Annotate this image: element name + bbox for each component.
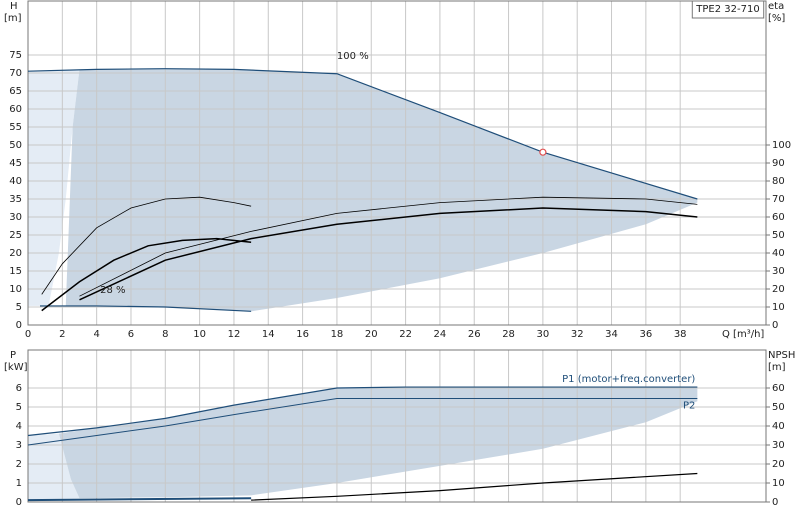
y2-tick-label: 100 — [772, 140, 791, 151]
operating-area — [65, 68, 698, 312]
y2-tick-label: 90 — [772, 158, 785, 169]
x-axis-label: Q [m³/h] — [722, 329, 764, 340]
y-tick-label: 35 — [9, 194, 22, 205]
y-tick-label: 5 — [16, 402, 22, 413]
y2-tick-label: 10 — [772, 478, 785, 489]
y-tick-label: 65 — [9, 86, 22, 97]
x-tick-label: 36 — [639, 329, 652, 340]
x-tick-label: 16 — [296, 329, 309, 340]
y2-tick-label: 40 — [772, 248, 785, 259]
x-tick-label: 32 — [571, 329, 584, 340]
y-tick-label: 4 — [16, 421, 22, 432]
y2-tick-label: 0 — [772, 497, 778, 508]
curve — [27, 68, 698, 200]
x-tick-label: 14 — [262, 329, 275, 340]
y-tick-label: 5 — [16, 302, 22, 313]
y-tick-label: 1 — [16, 478, 22, 489]
y2-tick-label: 0 — [772, 320, 778, 331]
curve — [27, 386, 698, 437]
x-tick-label: 6 — [128, 329, 134, 340]
x-tick-label: 4 — [93, 329, 99, 340]
y-tick-label: 2 — [16, 459, 22, 470]
operating-area — [58, 387, 698, 499]
y2-tick-label: 70 — [772, 194, 785, 205]
x-tick-label: 0 — [25, 329, 31, 340]
curve — [27, 497, 252, 502]
curve — [40, 305, 252, 312]
y2-tick-label: 60 — [772, 383, 785, 394]
y-tick-label: 6 — [16, 383, 22, 394]
y2-tick-label: 30 — [772, 440, 785, 451]
y-tick-label: 45 — [9, 158, 22, 169]
x-tick-label: 34 — [605, 329, 618, 340]
curve-label: P1 (motor+freq.converter) — [562, 374, 695, 385]
curve — [41, 237, 252, 312]
y-axis-unit: [m] — [4, 13, 22, 24]
annotation: 28 % — [100, 285, 125, 296]
y2-axis-unit: [%] — [768, 13, 785, 24]
x-tick-label: 38 — [674, 329, 687, 340]
x-tick-label: 30 — [537, 329, 550, 340]
y-tick-label: 55 — [9, 122, 22, 133]
y-tick-label: 75 — [9, 50, 22, 61]
x-tick-label: 18 — [331, 329, 344, 340]
x-tick-label: 2 — [59, 329, 65, 340]
x-tick-label: 8 — [162, 329, 168, 340]
x-tick-label: 24 — [434, 329, 447, 340]
curve — [41, 196, 252, 295]
x-tick-label: 20 — [365, 329, 378, 340]
y-tick-label: 15 — [9, 266, 22, 277]
x-tick-label: 12 — [228, 329, 241, 340]
y-tick-label: 0 — [16, 320, 22, 331]
y2-tick-label: 50 — [772, 230, 785, 241]
y2-tick-label: 20 — [772, 459, 785, 470]
y-tick-label: 20 — [9, 248, 22, 259]
curve — [79, 207, 698, 301]
curve-label: P2 — [683, 400, 695, 411]
chart-title: TPE2 32-710 — [695, 4, 759, 15]
curve — [27, 397, 698, 446]
y-axis-label: H — [10, 1, 18, 12]
x-tick-label: 22 — [399, 329, 412, 340]
y2-axis-label: eta — [768, 1, 784, 12]
y2-tick-label: 20 — [772, 284, 785, 295]
y-axis-label: P — [10, 350, 16, 361]
plot-frame — [27, 0, 767, 326]
x-tick-label: 28 — [502, 329, 515, 340]
curve — [79, 196, 698, 297]
y2-tick-label: 30 — [772, 266, 785, 277]
y2-tick-label: 60 — [772, 212, 785, 223]
curve — [251, 472, 698, 501]
title-box — [691, 0, 765, 19]
y-tick-label: 40 — [9, 176, 22, 187]
y2-axis-label: NPSH — [768, 350, 795, 361]
y-tick-label: 70 — [9, 68, 22, 79]
operating-area — [28, 69, 80, 306]
y2-tick-label: 80 — [772, 176, 785, 187]
duty-point — [539, 148, 547, 156]
y2-tick-label: 40 — [772, 421, 785, 432]
y-tick-label: 30 — [9, 212, 22, 223]
x-tick-label: 10 — [193, 329, 206, 340]
y-tick-label: 3 — [16, 440, 22, 451]
y2-tick-label: 50 — [772, 402, 785, 413]
y2-axis-unit: [m] — [768, 362, 786, 373]
y-tick-label: 60 — [9, 104, 22, 115]
y-axis-unit: [kW] — [4, 362, 28, 373]
x-tick-label: 26 — [468, 329, 481, 340]
y2-tick-label: 10 — [772, 302, 785, 313]
y-tick-label: 50 — [9, 140, 22, 151]
plot-frame — [27, 349, 767, 503]
annotation: 100 % — [337, 51, 369, 62]
y-tick-label: 0 — [16, 497, 22, 508]
y-tick-label: 25 — [9, 230, 22, 241]
y-tick-label: 10 — [9, 284, 22, 295]
